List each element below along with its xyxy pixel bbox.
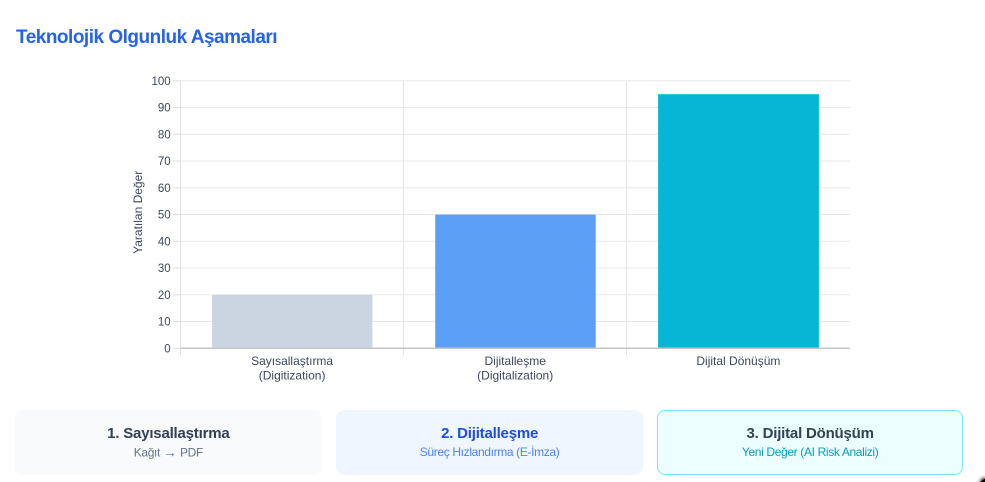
svg-text:0: 0 — [164, 343, 170, 355]
svg-text:50: 50 — [158, 210, 171, 222]
svg-text:100: 100 — [152, 76, 171, 88]
svg-text:20: 20 — [158, 290, 171, 302]
svg-text:Yaratılan Değer: Yaratılan Değer — [131, 171, 145, 254]
svg-text:40: 40 — [158, 236, 171, 248]
svg-text:10: 10 — [158, 317, 171, 329]
svg-text:Sayısallaştırma: Sayısallaştırma — [251, 354, 333, 368]
svg-text:(Digitization): (Digitization) — [259, 369, 326, 383]
svg-text:60: 60 — [158, 183, 171, 195]
svg-text:90: 90 — [158, 103, 171, 115]
svg-text:Dijitalleşme: Dijitalleşme — [485, 354, 547, 368]
svg-text:(Digitalization): (Digitalization) — [477, 369, 553, 383]
svg-text:80: 80 — [158, 129, 171, 141]
svg-text:30: 30 — [158, 263, 171, 275]
svg-text:Dijital Dönüşüm: Dijital Dönüşüm — [696, 354, 780, 368]
svg-text:70: 70 — [158, 156, 171, 168]
